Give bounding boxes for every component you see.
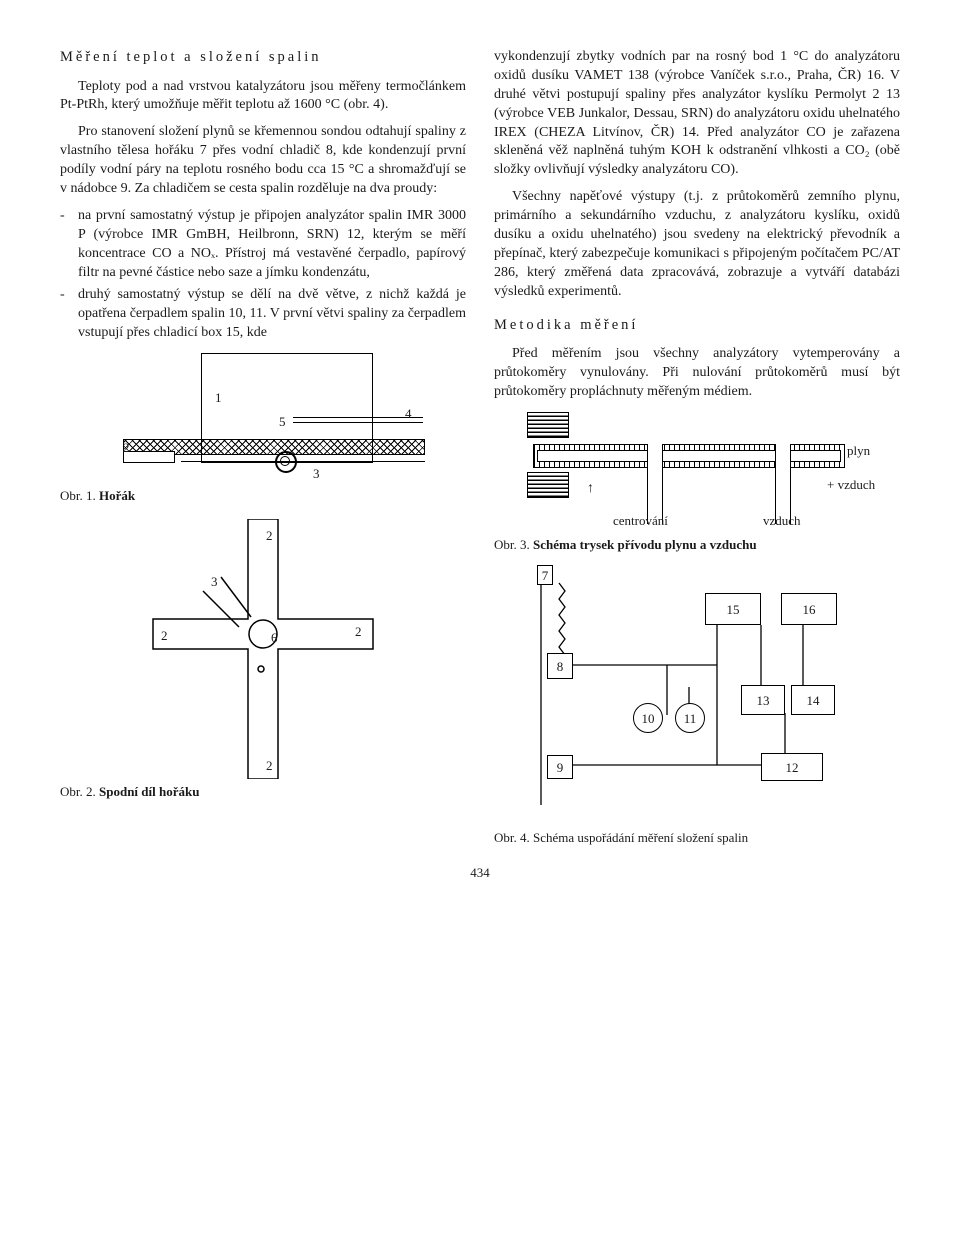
right-p3: Před měřením jsou všechny analyzátory vy…	[494, 345, 900, 402]
figure-4-caption: Obr. 4. Schéma uspořádání měření složení…	[494, 829, 900, 847]
figure-4-container: 7 8 9 10 11 12 13 14 15 16	[494, 565, 900, 825]
fig1-label-4: 4	[405, 405, 412, 423]
fig3-caption-prefix: Obr. 3.	[494, 537, 530, 552]
figure-2: 2 2 2 2 3 6	[133, 519, 393, 779]
fig4-box-15: 15	[705, 593, 761, 625]
fig2-label-2b: 2	[161, 627, 168, 645]
fig2-label-3: 3	[211, 573, 218, 591]
fig4-box-12: 12	[761, 753, 823, 781]
fig3-caption-text: Schéma trysek přívodu plynu a vzduchu	[533, 537, 757, 552]
fig4-box-14: 14	[791, 685, 835, 715]
fig2-label-2a: 2	[266, 527, 273, 545]
fig1-caption-text: Hořák	[99, 488, 135, 503]
fig1-label-3: 3	[313, 465, 320, 483]
left-p2: Pro stanovení složení plynů se křemennou…	[60, 123, 466, 199]
figure-2-caption: Obr. 2. Spodní díl hořáku	[60, 783, 466, 801]
fig2-caption-text: Spodní díl hořáku	[99, 784, 199, 799]
section-title-measure: Měření teplot a složení spalin	[60, 48, 466, 68]
fig1-label-1: 1	[215, 389, 222, 407]
fig4-caption-prefix: Obr. 4.	[494, 830, 530, 845]
left-li2: druhý samostatný výstup se dělí na dvě v…	[60, 286, 466, 343]
fig2-svg	[133, 519, 393, 779]
figure-3-container: ↑ plyn + vzduch centrování vzduch	[494, 412, 900, 532]
left-li1: na první samostatný výstup je připojen a…	[60, 207, 466, 283]
fig3-label-vzduch2: vzduch	[763, 512, 801, 530]
page: Měření teplot a složení spalin Teploty p…	[0, 0, 960, 1235]
figure-1: 1 2 3 4 5	[103, 353, 423, 483]
left-column: Měření teplot a složení spalin Teploty p…	[60, 48, 466, 847]
page-number: 434	[60, 865, 900, 881]
figure-2-container: 2 2 2 2 3 6	[60, 519, 466, 779]
figure-1-caption: Obr. 1. Hořák	[60, 487, 466, 505]
figure-3-caption: Obr. 3. Schéma trysek přívodu plynu a vz…	[494, 536, 900, 554]
fig2-label-2d: 2	[266, 757, 273, 775]
fig1-caption-prefix: Obr. 1.	[60, 488, 96, 503]
fig3-label-vzduch: + vzduch	[827, 476, 875, 494]
fig2-label-6: 6	[271, 629, 278, 647]
left-p1: Teploty pod a nad vrstvou katalyzátoru j…	[60, 78, 466, 116]
right-column: vykondenzují zbytky vodních par na rosný…	[494, 48, 900, 847]
fig4-box-8: 8	[547, 653, 573, 679]
right-p1: vykondenzují zbytky vodních par na rosný…	[494, 48, 900, 180]
fig2-caption-prefix: Obr. 2.	[60, 784, 96, 799]
right-p2: Všechny napěťové výstupy (t.j. z průtoko…	[494, 188, 900, 301]
fig4-box-13: 13	[741, 685, 785, 715]
fig3-arrow-icon: ↑	[587, 480, 594, 499]
figure-1-container: 1 2 3 4 5	[60, 353, 466, 483]
fig3-label-centrovani: centrování	[613, 512, 668, 530]
two-column-layout: Měření teplot a složení spalin Teploty p…	[60, 48, 900, 847]
fig3-label-plyn: plyn	[847, 442, 870, 460]
fig4-box-7: 7	[537, 565, 553, 585]
fig1-label-2: 2	[123, 439, 130, 457]
fig4-caption-text: Schéma uspořádání měření složení spalin	[533, 830, 748, 845]
left-list: na první samostatný výstup je připojen a…	[60, 207, 466, 343]
fig1-label-5: 5	[279, 413, 286, 431]
fig4-box-16: 16	[781, 593, 837, 625]
fig4-box-9: 9	[547, 755, 573, 779]
figure-3: ↑ plyn + vzduch centrování vzduch	[517, 412, 877, 532]
fig2-label-2c: 2	[355, 623, 362, 641]
section-title-method: Metodika měření	[494, 316, 900, 336]
figure-4: 7 8 9 10 11 12 13 14 15 16	[517, 565, 877, 825]
